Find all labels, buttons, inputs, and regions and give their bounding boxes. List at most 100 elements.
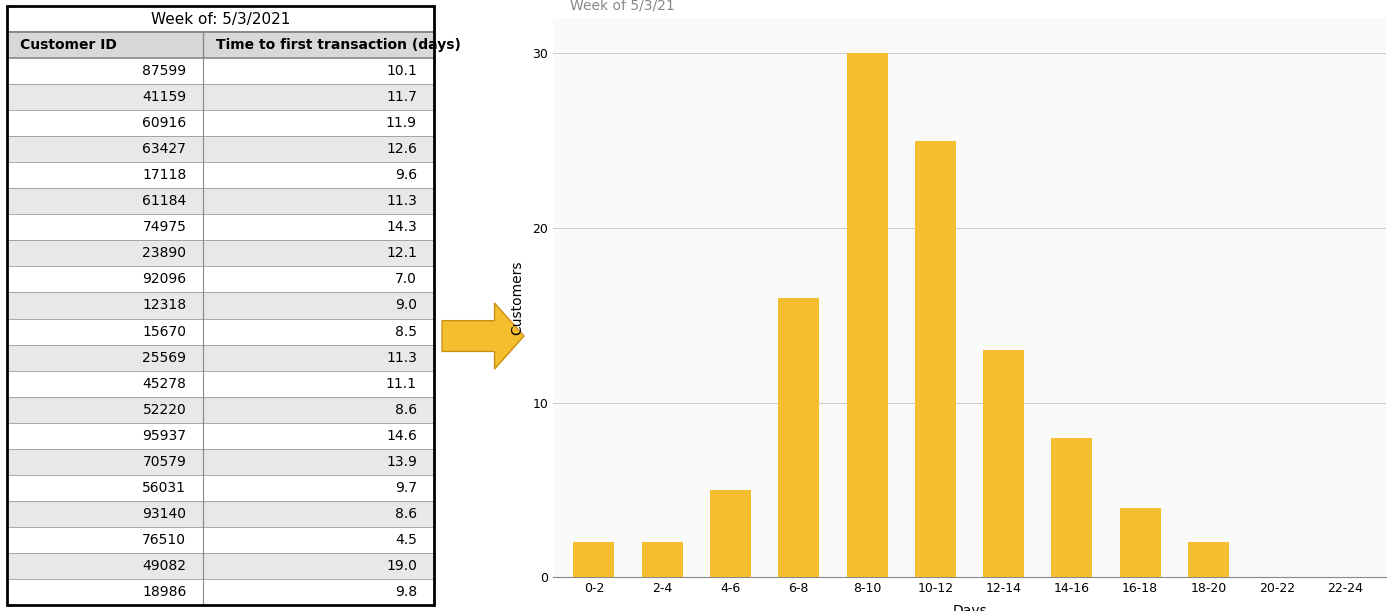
Bar [203, 84, 434, 110]
Text: 25569: 25569 [143, 351, 186, 365]
Text: 9.6: 9.6 [395, 168, 417, 182]
Text: 14.3: 14.3 [386, 221, 417, 235]
Bar [203, 345, 434, 371]
Text: 92096: 92096 [143, 273, 186, 287]
Text: 23890: 23890 [143, 246, 186, 260]
Bar [203, 318, 434, 345]
Bar [203, 240, 434, 266]
Bar [7, 345, 203, 371]
Text: 8.6: 8.6 [395, 403, 417, 417]
Text: 74975: 74975 [143, 221, 186, 235]
Bar [7, 501, 203, 527]
Bar [7, 163, 203, 188]
Text: 12.6: 12.6 [386, 142, 417, 156]
Text: 61184: 61184 [141, 194, 186, 208]
Text: 18986: 18986 [141, 585, 186, 599]
Bar [7, 423, 203, 448]
Bar [7, 32, 203, 58]
Bar [203, 475, 434, 501]
Text: 60916: 60916 [141, 116, 186, 130]
Bar [203, 266, 434, 293]
Text: 8.5: 8.5 [395, 324, 417, 338]
Bar [203, 58, 434, 84]
Bar [710, 490, 750, 577]
Bar [7, 579, 203, 605]
Text: 9.7: 9.7 [395, 481, 417, 495]
Text: 49082: 49082 [143, 559, 186, 573]
Bar [203, 110, 434, 136]
Bar [778, 298, 819, 577]
Text: 63427: 63427 [143, 142, 186, 156]
Bar [203, 163, 434, 188]
Text: 8.6: 8.6 [395, 507, 417, 521]
Bar [7, 448, 203, 475]
Bar [203, 371, 434, 397]
Text: Time to first transaction (days): Time to first transaction (days) [216, 38, 461, 52]
Bar [641, 543, 683, 577]
Text: 70579: 70579 [143, 455, 186, 469]
Bar [7, 6, 434, 32]
Text: Week of: 5/3/2021: Week of: 5/3/2021 [151, 12, 290, 27]
Bar [1189, 543, 1229, 577]
Bar [7, 136, 203, 163]
Text: 56031: 56031 [143, 481, 186, 495]
Bar [7, 188, 203, 214]
Text: Customer ID: Customer ID [20, 38, 116, 52]
Bar [203, 32, 434, 58]
Text: 14.6: 14.6 [386, 429, 417, 443]
Bar [7, 527, 203, 553]
Text: 87599: 87599 [143, 64, 186, 78]
Bar [7, 397, 203, 423]
Text: 9.8: 9.8 [395, 585, 417, 599]
Text: 4.5: 4.5 [395, 533, 417, 547]
Bar [1120, 508, 1161, 577]
Text: 9.0: 9.0 [395, 299, 417, 312]
Text: 76510: 76510 [143, 533, 186, 547]
Text: 11.3: 11.3 [386, 194, 417, 208]
Text: 11.1: 11.1 [386, 376, 417, 390]
Bar [983, 350, 1025, 577]
Text: 12.1: 12.1 [386, 246, 417, 260]
Text: 12318: 12318 [143, 299, 186, 312]
Text: 11.7: 11.7 [386, 90, 417, 104]
Bar [7, 58, 203, 84]
Bar [203, 448, 434, 475]
Bar [7, 371, 203, 397]
Bar [203, 501, 434, 527]
Text: 11.3: 11.3 [386, 351, 417, 365]
Bar [203, 527, 434, 553]
Text: 15670: 15670 [143, 324, 186, 338]
Bar [7, 475, 203, 501]
Bar [203, 293, 434, 318]
Bar [203, 553, 434, 579]
Bar [203, 188, 434, 214]
Bar [7, 110, 203, 136]
Text: 41159: 41159 [143, 90, 186, 104]
Bar [203, 423, 434, 448]
Y-axis label: Customers: Customers [510, 261, 524, 335]
Bar [7, 553, 203, 579]
Text: Week of 5/3/21: Week of 5/3/21 [570, 0, 675, 13]
Bar [7, 84, 203, 110]
Text: 52220: 52220 [143, 403, 186, 417]
Bar [203, 579, 434, 605]
Bar [1051, 437, 1092, 577]
Bar [914, 141, 956, 577]
Text: 45278: 45278 [143, 376, 186, 390]
Text: 10.1: 10.1 [386, 64, 417, 78]
Bar [574, 543, 615, 577]
Bar [203, 397, 434, 423]
Bar [7, 293, 203, 318]
Bar [7, 266, 203, 293]
Bar [203, 214, 434, 240]
Bar [7, 214, 203, 240]
Text: 11.9: 11.9 [386, 116, 417, 130]
X-axis label: Days: Days [952, 604, 987, 611]
Bar [7, 240, 203, 266]
FancyArrow shape [442, 303, 524, 369]
Bar [847, 53, 888, 577]
Bar [203, 136, 434, 163]
Text: 93140: 93140 [143, 507, 186, 521]
Text: 7.0: 7.0 [395, 273, 417, 287]
Text: 17118: 17118 [141, 168, 186, 182]
